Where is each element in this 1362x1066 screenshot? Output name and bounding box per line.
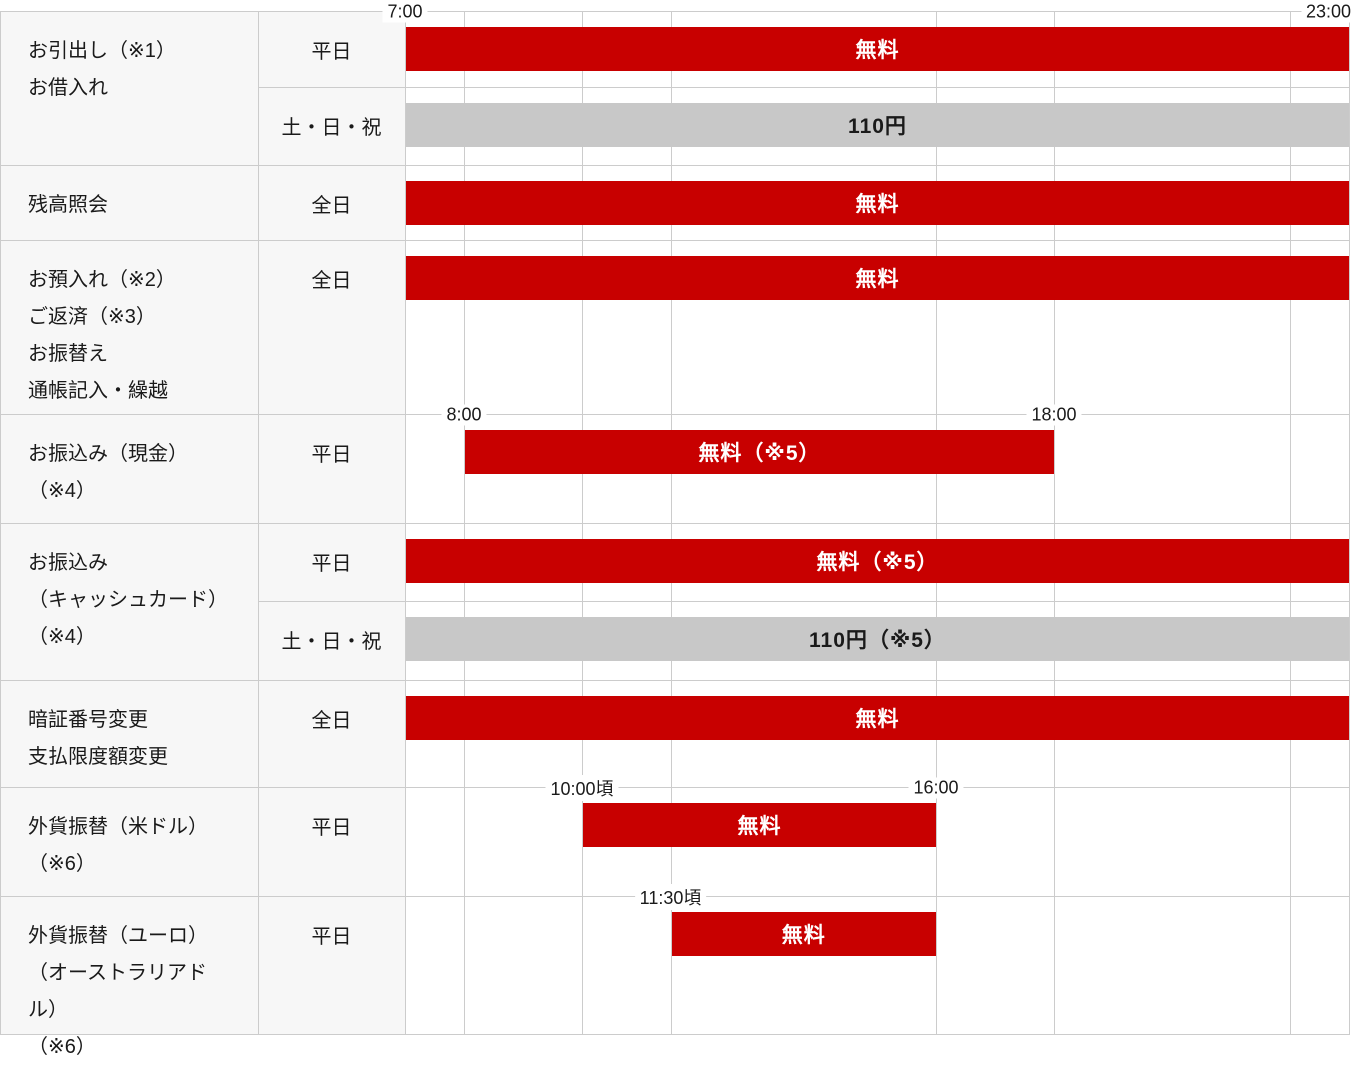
time-gridline — [1054, 11, 1055, 1034]
time-label: 11:30頃 — [634, 883, 707, 910]
day-cell: 平日 — [311, 925, 352, 948]
time-label: 18:00 — [1026, 404, 1082, 425]
day-cell: 全日 — [311, 709, 352, 732]
time-gridline — [670, 11, 672, 1034]
fee-bar-free: 無料 — [583, 803, 936, 847]
day-cell: 全日 — [311, 269, 352, 292]
time-label: 10:00頃 — [545, 774, 619, 801]
fee-bar-free: 無料（※5） — [465, 430, 1054, 474]
axis-time-label: 7:00 — [382, 1, 428, 22]
group-row-border — [0, 523, 1350, 524]
group-row-border — [0, 787, 1350, 788]
time-gridline — [464, 11, 465, 1034]
label-columns-background — [0, 11, 405, 1034]
service-cell: お振込み（現金） （※4） — [28, 443, 188, 502]
service-cell: お預入れ（※2） ご返済（※3） お振替え 通帳記入・繰越 — [28, 269, 176, 402]
group-row-border — [0, 240, 1350, 241]
fee-bar-label: 無料（※5） — [698, 442, 821, 465]
fee-bar-charged: 110円 — [406, 103, 1349, 147]
service-cell: お振込み （キャッシュカード） （※4） — [28, 552, 228, 648]
service-cell: 外貨振替（米ドル） （※6） — [28, 816, 208, 875]
fee-bar-label: 無料（※5） — [816, 551, 939, 574]
service-cell: 残高照会 — [28, 194, 108, 216]
day-cell: 平日 — [311, 552, 352, 575]
day-cell: 土・日・祝 — [281, 630, 382, 653]
fee-bar-free: 無料 — [406, 27, 1349, 71]
day-cell: 全日 — [311, 194, 352, 217]
fee-bar-label: 110円 — [848, 115, 907, 138]
fee-bar-label: 無料 — [855, 193, 900, 216]
time-gridline — [582, 11, 583, 1034]
fee-bar-free: 無料（※5） — [406, 539, 1349, 583]
time-gridline — [1290, 11, 1291, 1034]
day-cell: 平日 — [311, 443, 352, 466]
day-cell: 平日 — [311, 816, 352, 839]
fee-bar-free: 無料 — [406, 696, 1349, 740]
fee-bar-label: 無料 — [737, 815, 782, 838]
fee-bar-label: 無料 — [781, 924, 826, 947]
fee-bar-free: 無料 — [406, 181, 1349, 225]
table-top-border — [0, 11, 1350, 12]
time-label: 8:00 — [441, 404, 487, 425]
time-gridline — [936, 11, 937, 1034]
sub-row-border — [258, 87, 1350, 88]
group-row-border — [0, 414, 1350, 415]
fee-bar-free: 無料 — [406, 256, 1349, 300]
fee-bar-label: 無料 — [855, 708, 900, 731]
table-bottom-border — [0, 1034, 1350, 1035]
day-cell: 平日 — [311, 40, 352, 63]
day-cell: 土・日・祝 — [281, 116, 382, 139]
time-label: 16:00 — [908, 777, 964, 798]
service-cell: 暗証番号変更 支払限度額変更 — [28, 709, 168, 768]
sub-row-border — [258, 601, 1350, 602]
fee-bar-label: 110円（※5） — [809, 629, 946, 652]
axis-time-label: 23:00 — [1300, 1, 1357, 22]
fee-bar-charged: 110円（※5） — [406, 617, 1349, 661]
fee-bar-label: 無料 — [855, 39, 900, 62]
service-cell: 外貨振替（ユーロ） （オーストラリアドル） （※6） — [28, 925, 208, 1058]
group-row-border — [0, 165, 1350, 166]
fee-bar-free: 無料 — [671, 912, 936, 956]
group-row-border — [0, 680, 1350, 681]
fee-bar-label: 無料 — [855, 268, 900, 291]
service-cell: お引出し（※1） お借入れ — [28, 40, 176, 99]
